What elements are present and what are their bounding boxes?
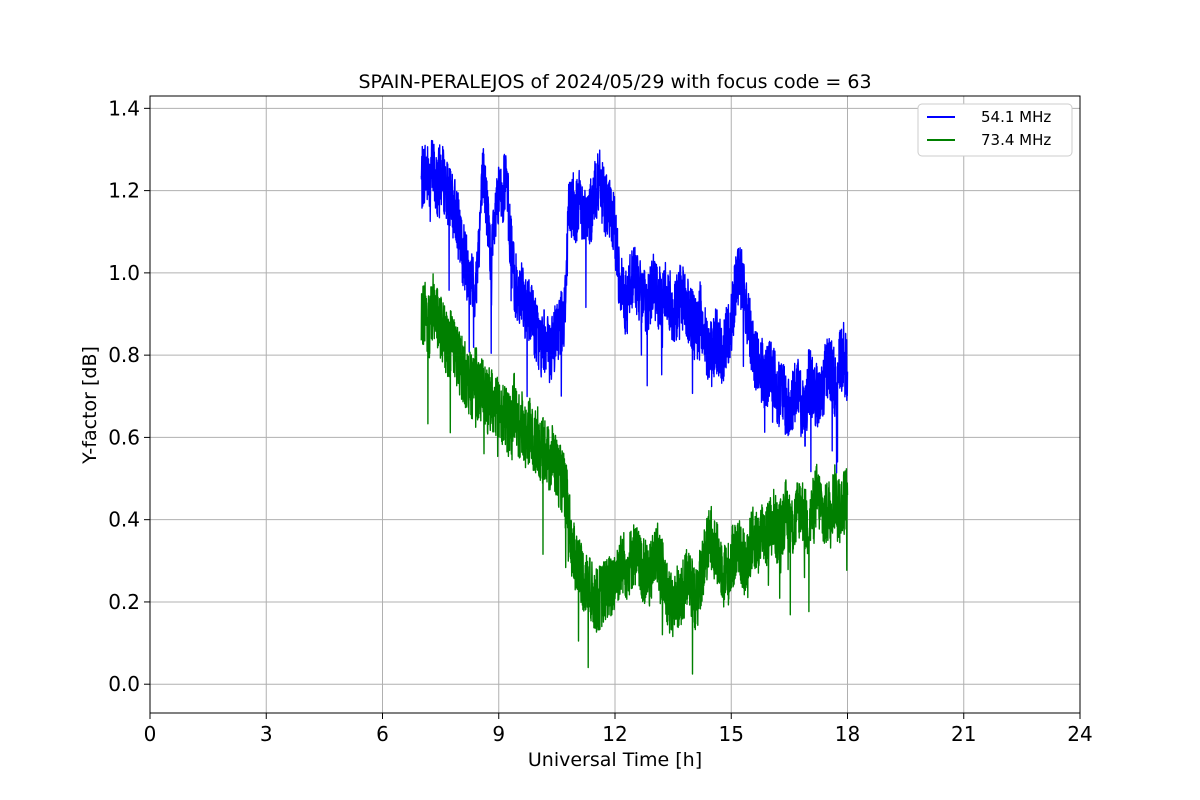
x-tick-label: 24 [1067,722,1092,746]
x-tick-label: 6 [376,722,389,746]
x-tick-label: 9 [492,722,505,746]
series-layer [420,139,849,675]
chart-title: SPAIN-PERALEJOS of 2024/05/29 with focus… [358,71,871,93]
x-tick-label: 15 [719,722,744,746]
legend-label-54mhz: 54.1 MHz [981,108,1051,126]
legend: 54.1 MHz 73.4 MHz [917,103,1073,157]
x-tick-labels: 0 3 6 9 12 15 18 21 24 [144,722,1093,746]
legend-box [917,103,1073,157]
x-tick-label: 3 [260,722,273,746]
axis-ticks [144,107,1081,719]
series-line-0 [420,139,849,474]
y-tick-label: 0.0 [108,672,140,696]
y-tick-label: 0.4 [108,508,140,532]
y-tick-labels: 0.0 0.2 0.4 0.6 0.8 1.0 1.2 1.4 [108,96,140,696]
x-tick-label: 12 [602,722,627,746]
y-tick-label: 1.4 [108,96,140,120]
series-line-1 [420,273,849,675]
x-axis-label: Universal Time [h] [528,749,702,771]
y-tick-label: 1.0 [108,261,140,285]
x-tick-label: 0 [144,722,157,746]
x-tick-label: 21 [951,722,976,746]
y-tick-label: 0.2 [108,590,140,614]
x-tick-label: 18 [835,722,860,746]
legend-label-73mhz: 73.4 MHz [981,131,1051,149]
y-tick-label: 0.8 [108,343,140,367]
y-tick-label: 1.2 [108,179,140,203]
y-tick-label: 0.6 [108,425,140,449]
y-axis-label: Y-factor [dB] [79,346,101,465]
grid [149,96,1081,713]
